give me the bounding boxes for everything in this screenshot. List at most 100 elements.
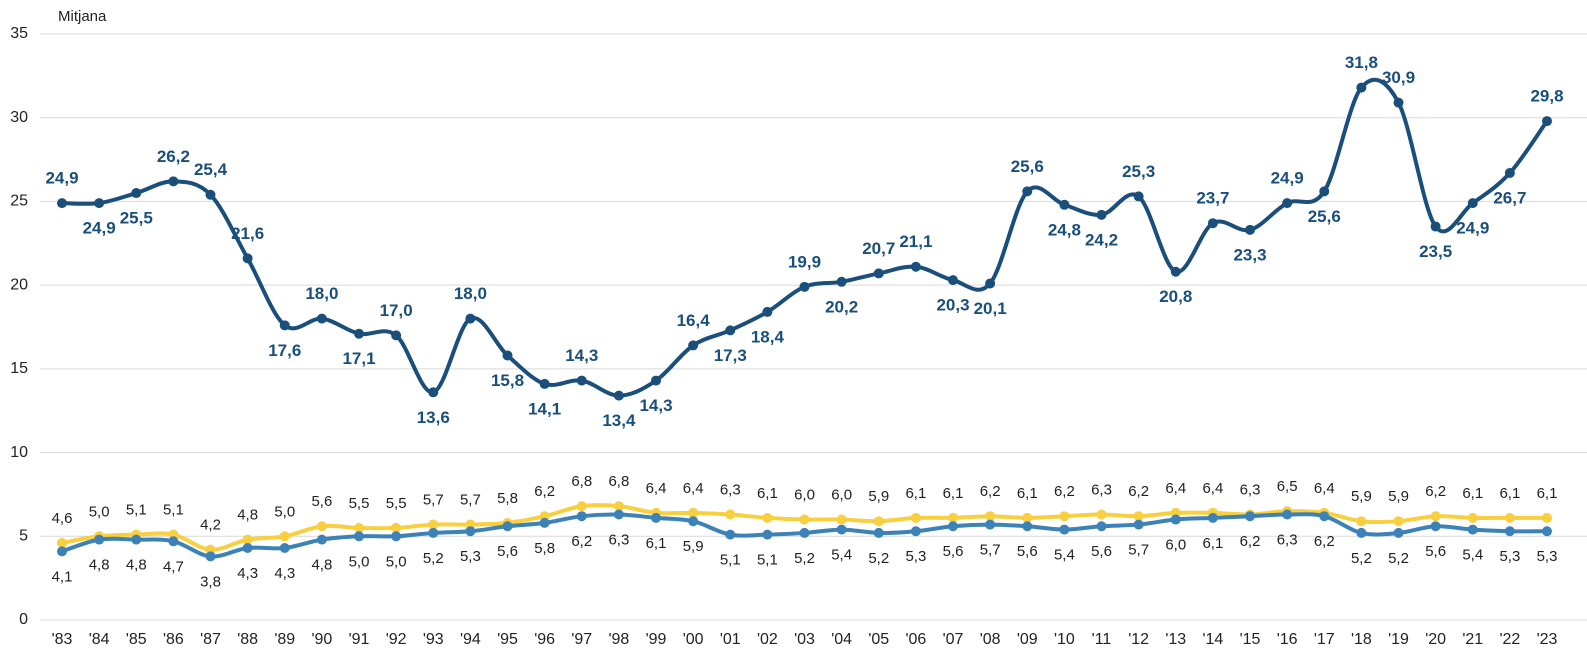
data-label: 6,3 xyxy=(1277,531,1298,548)
data-label: 6,8 xyxy=(608,473,629,490)
data-point xyxy=(316,521,327,532)
data-point xyxy=(1467,524,1478,535)
data-point xyxy=(799,281,810,292)
data-point xyxy=(1467,512,1478,523)
data-label: 24,9 xyxy=(45,169,78,188)
x-tick-label: '87 xyxy=(200,631,221,648)
data-point xyxy=(205,189,216,200)
data-label: 5,9 xyxy=(683,538,704,555)
data-label: 31,8 xyxy=(1345,53,1378,72)
data-label: 5,8 xyxy=(497,490,518,507)
data-label: 5,7 xyxy=(460,492,481,509)
data-point xyxy=(799,527,810,538)
data-point xyxy=(465,313,476,324)
data-label: 6,4 xyxy=(646,480,667,497)
data-point xyxy=(168,176,179,187)
data-point xyxy=(391,531,402,542)
data-label: 5,1 xyxy=(163,502,184,519)
data-label: 6,1 xyxy=(1499,485,1520,502)
data-point xyxy=(391,522,402,533)
data-point xyxy=(985,278,996,289)
x-tick-label: '96 xyxy=(534,631,555,648)
data-point xyxy=(836,514,847,525)
data-point xyxy=(428,527,439,538)
data-label: 6,0 xyxy=(831,487,852,504)
x-tick-label: '97 xyxy=(571,631,592,648)
data-label: 5,5 xyxy=(386,495,407,512)
data-label: 6,1 xyxy=(757,485,778,502)
data-point xyxy=(279,320,290,331)
data-label: 23,7 xyxy=(1196,189,1229,208)
x-tick-label: '89 xyxy=(274,631,295,648)
data-label: 25,6 xyxy=(1011,157,1044,176)
data-label: 5,5 xyxy=(349,495,370,512)
data-label: 20,1 xyxy=(974,299,1007,318)
data-point xyxy=(502,521,513,532)
data-point xyxy=(762,529,773,540)
data-point xyxy=(910,512,921,523)
data-label: 23,5 xyxy=(1419,242,1452,261)
data-label: 5,6 xyxy=(943,543,964,560)
data-point xyxy=(1356,516,1367,527)
x-tick-label: '06 xyxy=(905,631,926,648)
data-point xyxy=(354,328,364,339)
data-point xyxy=(1393,97,1404,108)
data-point xyxy=(910,261,921,272)
x-tick-label: '88 xyxy=(237,631,258,648)
x-tick-label: '16 xyxy=(1277,631,1298,648)
data-label: 6,2 xyxy=(534,483,555,500)
data-label: 5,6 xyxy=(1017,543,1038,560)
data-label: 6,2 xyxy=(1425,483,1446,500)
data-point xyxy=(1170,266,1181,277)
data-point xyxy=(873,527,884,538)
x-tick-label: '98 xyxy=(608,631,629,648)
data-label: 6,1 xyxy=(905,485,926,502)
data-point xyxy=(725,529,736,540)
x-tick-label: '90 xyxy=(311,631,332,648)
data-label: 5,8 xyxy=(534,540,555,557)
data-label: 26,7 xyxy=(1493,188,1526,207)
data-label: 24,9 xyxy=(1271,169,1304,188)
data-point xyxy=(725,325,736,336)
data-point xyxy=(985,511,996,522)
x-tick-label: '14 xyxy=(1202,631,1223,648)
data-label: 18,4 xyxy=(751,327,785,346)
data-label: 4,8 xyxy=(89,557,110,574)
data-label: 5,0 xyxy=(274,503,295,520)
data-label: 5,3 xyxy=(905,548,926,565)
data-point xyxy=(539,517,550,528)
data-label: 5,4 xyxy=(831,547,852,564)
data-label: 5,7 xyxy=(1128,542,1149,559)
data-point xyxy=(205,551,216,562)
data-point xyxy=(576,511,587,522)
data-point xyxy=(354,531,364,542)
data-label: 20,3 xyxy=(936,296,969,315)
data-label: 6,1 xyxy=(1537,485,1558,502)
data-point xyxy=(1504,526,1515,537)
data-point xyxy=(539,378,550,389)
data-point xyxy=(1059,524,1070,535)
data-label: 5,3 xyxy=(1499,548,1520,565)
data-label: 17,6 xyxy=(268,341,301,360)
data-point xyxy=(613,390,624,401)
data-point xyxy=(316,534,327,545)
data-label: 14,1 xyxy=(528,399,561,418)
data-label: 21,1 xyxy=(899,232,932,251)
data-label: 5,3 xyxy=(1537,548,1558,565)
data-point xyxy=(1022,186,1033,197)
y-tick-label: 35 xyxy=(10,25,28,42)
data-point xyxy=(1319,186,1330,197)
data-label: 6,0 xyxy=(794,487,815,504)
data-label: 6,1 xyxy=(1462,485,1483,502)
data-point xyxy=(613,501,624,512)
data-label: 6,2 xyxy=(1240,533,1261,550)
data-label: 25,3 xyxy=(1122,162,1155,181)
data-label: 13,4 xyxy=(602,411,636,430)
data-label: 25,5 xyxy=(120,209,153,228)
data-label: 4,3 xyxy=(237,565,258,582)
data-point xyxy=(57,537,67,548)
data-point xyxy=(651,375,661,386)
data-point xyxy=(576,375,587,386)
data-label: 5,0 xyxy=(386,553,407,570)
data-label: 5,2 xyxy=(868,550,889,567)
